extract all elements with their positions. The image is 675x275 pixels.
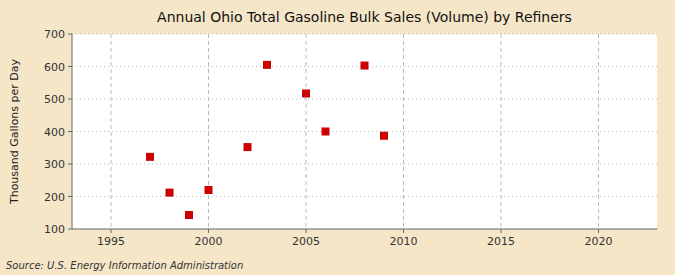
point xyxy=(146,153,154,161)
y-tick-label: 600 xyxy=(44,61,65,74)
y-tick xyxy=(68,229,72,230)
plot-area xyxy=(72,34,657,229)
v-grid-line xyxy=(111,34,112,229)
v-grid-line xyxy=(306,34,307,229)
point xyxy=(166,189,174,197)
y-tick xyxy=(68,131,72,132)
h-grid-line xyxy=(72,196,657,197)
v-grid-line xyxy=(403,34,404,229)
point xyxy=(185,211,193,219)
x-tick-label: 2005 xyxy=(292,235,320,248)
y-tick xyxy=(68,99,72,100)
x-tick-label: 2000 xyxy=(195,235,223,248)
y-axis-label: Thousand Gallons per Day xyxy=(8,58,21,205)
grid xyxy=(72,34,657,229)
x-tick-label: 2015 xyxy=(487,235,515,248)
x-axis-line xyxy=(72,229,657,230)
background xyxy=(0,0,675,275)
y-tick-label: 500 xyxy=(44,93,65,106)
y-tick-label: 100 xyxy=(44,223,65,236)
point xyxy=(322,128,330,136)
axes: 1995 2000 2005 2010 2015 2020 100 200 300 400 500 6… xyxy=(44,28,657,248)
v-grid-line xyxy=(501,34,502,229)
x-tick xyxy=(208,229,209,233)
h-grid-line xyxy=(72,99,657,100)
x-tick xyxy=(501,229,502,233)
chart: 1995 2000 2005 2010 2015 2020 100 200 300 400 500 6… xyxy=(0,0,675,275)
points xyxy=(146,61,388,219)
h-grid-line xyxy=(72,164,657,165)
y-tick xyxy=(68,66,72,67)
h-grid-line xyxy=(72,229,657,230)
h-grid-line xyxy=(72,131,657,132)
y-tick xyxy=(68,196,72,197)
x-tick xyxy=(306,229,307,233)
point xyxy=(302,89,310,97)
x-tick-label: 2020 xyxy=(585,235,613,248)
x-tick xyxy=(403,229,404,233)
source-note: Source: U.S. Energy Information Administ… xyxy=(6,260,243,271)
point xyxy=(205,186,213,194)
v-grid-line xyxy=(208,34,209,229)
v-grid-line xyxy=(598,34,599,229)
point xyxy=(244,143,252,151)
y-tick-label: 400 xyxy=(44,126,65,139)
y-tick xyxy=(68,34,72,35)
y-tick-label: 200 xyxy=(44,191,65,204)
x-tick-label: 2010 xyxy=(390,235,418,248)
y-tick-label: 700 xyxy=(44,28,65,41)
point xyxy=(263,61,271,69)
y-tick-label: 300 xyxy=(44,158,65,171)
x-tick xyxy=(598,229,599,233)
x-tick xyxy=(111,229,112,233)
h-grid-line xyxy=(72,34,657,35)
point xyxy=(380,132,388,140)
x-tick-label: 1995 xyxy=(97,235,125,248)
y-tick xyxy=(68,164,72,165)
point xyxy=(361,62,369,70)
title: Annual Ohio Total Gasoline Bulk Sales (V… xyxy=(157,9,572,25)
